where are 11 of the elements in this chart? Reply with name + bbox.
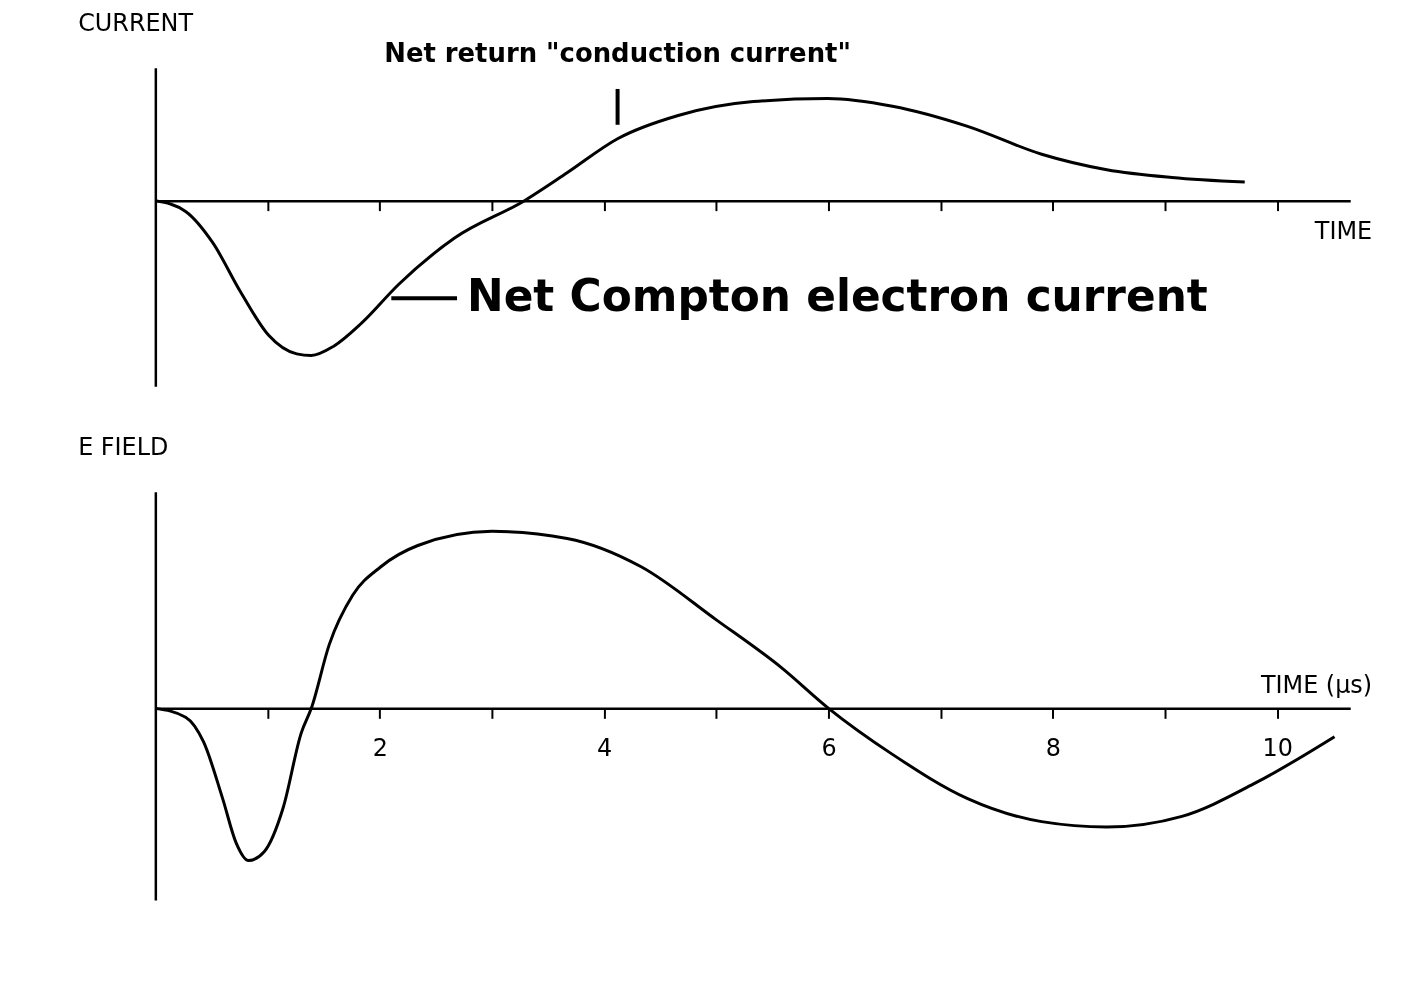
y-axis-title: CURRENT (78, 9, 194, 38)
x-axis-title: TIME (1313, 217, 1373, 246)
x-tick-label: 10 (1262, 733, 1293, 762)
annotation: Net Compton electron current (466, 270, 1208, 322)
x-tick-label: 4 (597, 733, 613, 762)
y-axis-title: E FIELD (78, 433, 169, 462)
annotation: Net return "conduction current" (384, 38, 851, 69)
x-tick-label: 8 (1045, 733, 1061, 762)
x-axis-title: TIME (µs) (1259, 671, 1373, 700)
x-tick-label: 6 (821, 733, 837, 762)
x-tick-label: 2 (372, 733, 388, 762)
